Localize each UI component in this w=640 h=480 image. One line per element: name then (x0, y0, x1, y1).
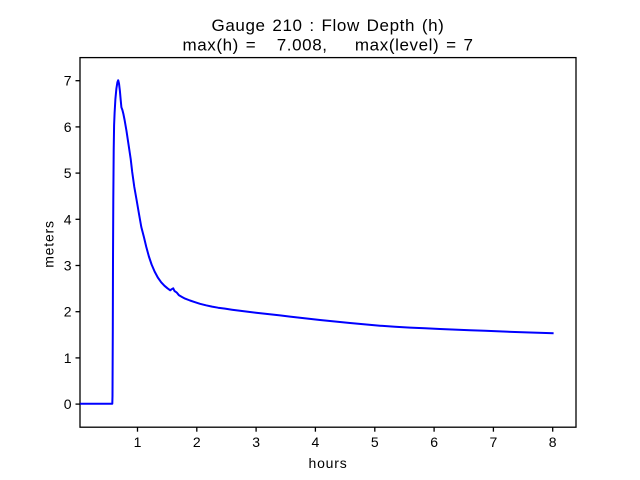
svg-text:Gauge 210 : Flow Depth (h): Gauge 210 : Flow Depth (h) (212, 16, 445, 35)
svg-text:2: 2 (193, 434, 201, 450)
svg-text:1: 1 (64, 350, 72, 366)
svg-text:1: 1 (134, 434, 142, 450)
svg-text:hours: hours (308, 455, 347, 471)
svg-text:meters: meters (40, 220, 56, 268)
svg-text:5: 5 (371, 434, 379, 450)
svg-text:2: 2 (64, 304, 72, 320)
svg-text:7: 7 (64, 73, 72, 89)
svg-text:6: 6 (430, 434, 438, 450)
svg-text:max(h) = 7.008, max(level: max(h) = 7.008, max(level) = 7 (182, 35, 473, 54)
svg-text:4: 4 (312, 434, 320, 450)
svg-text:3: 3 (252, 434, 260, 450)
svg-text:3: 3 (64, 258, 72, 274)
svg-text:4: 4 (64, 211, 72, 227)
svg-text:5: 5 (64, 165, 72, 181)
svg-text:7: 7 (490, 434, 498, 450)
svg-text:0: 0 (64, 396, 72, 412)
svg-text:8: 8 (549, 434, 557, 450)
svg-text:6: 6 (64, 119, 72, 135)
